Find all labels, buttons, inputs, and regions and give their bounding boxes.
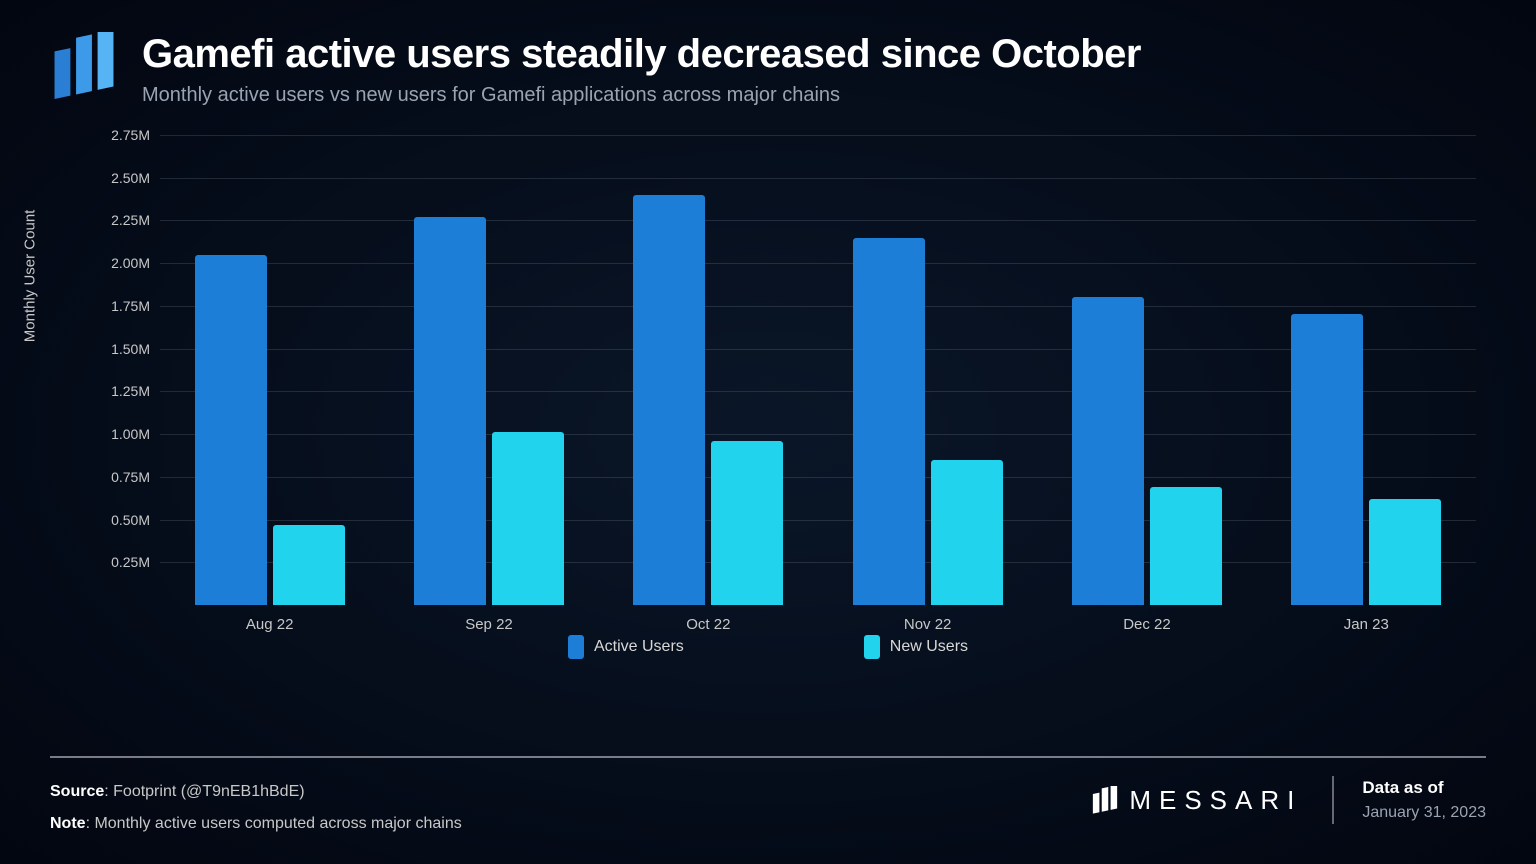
legend: Active Users New Users xyxy=(50,635,1486,659)
bar xyxy=(195,255,267,605)
bar xyxy=(1150,487,1222,605)
x-tick-label: Dec 22 xyxy=(1123,616,1171,633)
footer: Source: Footprint (@T9nEB1hBdE) Note: Mo… xyxy=(50,756,1486,840)
y-tick-label: 2.00M xyxy=(111,255,160,271)
bar xyxy=(1072,297,1144,605)
source-line: Source: Footprint (@T9nEB1hBdE) xyxy=(50,776,462,808)
bar xyxy=(931,460,1003,605)
y-tick-label: 0.25M xyxy=(111,554,160,570)
legend-label: Active Users xyxy=(594,638,684,656)
y-tick-label: 1.00M xyxy=(111,426,160,442)
data-as-of-label: Data as of xyxy=(1362,778,1486,798)
messari-logo-icon xyxy=(50,32,118,100)
bar-group: Dec 22 xyxy=(1037,135,1256,605)
x-tick-label: Nov 22 xyxy=(904,616,952,633)
bar-group: Jan 23 xyxy=(1257,135,1476,605)
bar xyxy=(1291,314,1363,605)
x-tick-label: Oct 22 xyxy=(686,616,730,633)
legend-swatch xyxy=(864,635,880,659)
legend-label: New Users xyxy=(890,638,968,656)
chart-title: Gamefi active users steadily decreased s… xyxy=(142,32,1141,76)
bar-group: Oct 22 xyxy=(599,135,818,605)
chart-subtitle: Monthly active users vs new users for Ga… xyxy=(142,84,1141,107)
brand: MESSARI xyxy=(1091,785,1302,816)
bar xyxy=(1369,499,1441,605)
legend-swatch xyxy=(568,635,584,659)
title-block: Gamefi active users steadily decreased s… xyxy=(142,32,1141,107)
y-tick-label: 2.75M xyxy=(111,127,160,143)
y-tick-label: 1.75M xyxy=(111,298,160,314)
messari-brand-icon xyxy=(1091,786,1119,814)
bar xyxy=(492,432,564,605)
y-tick-label: 0.75M xyxy=(111,469,160,485)
data-as-of: Data as of January 31, 2023 xyxy=(1332,776,1486,824)
data-as-of-value: January 31, 2023 xyxy=(1362,804,1486,822)
brand-text: MESSARI xyxy=(1129,785,1302,816)
bar xyxy=(414,217,486,605)
legend-item-active-users: Active Users xyxy=(568,635,684,659)
y-axis-label: Monthly User Count xyxy=(22,210,39,343)
y-tick-label: 1.50M xyxy=(111,341,160,357)
note-line: Note: Monthly active users computed acro… xyxy=(50,808,462,840)
bar xyxy=(273,525,345,605)
bar xyxy=(853,238,925,605)
bar xyxy=(711,441,783,605)
chart-area: Monthly User Count 0.25M0.50M0.75M1.00M1… xyxy=(50,135,1486,665)
y-tick-label: 1.25M xyxy=(111,383,160,399)
bar xyxy=(633,195,705,605)
bar-group: Aug 22 xyxy=(160,135,379,605)
footer-right: MESSARI Data as of January 31, 2023 xyxy=(1091,776,1486,824)
bar-group: Sep 22 xyxy=(379,135,598,605)
bars-container: Aug 22Sep 22Oct 22Nov 22Dec 22Jan 23 xyxy=(160,135,1476,605)
header: Gamefi active users steadily decreased s… xyxy=(0,0,1536,107)
bar-group: Nov 22 xyxy=(818,135,1037,605)
plot: 0.25M0.50M0.75M1.00M1.25M1.50M1.75M2.00M… xyxy=(160,135,1476,605)
y-tick-label: 0.50M xyxy=(111,512,160,528)
footer-left: Source: Footprint (@T9nEB1hBdE) Note: Mo… xyxy=(50,776,462,840)
y-tick-label: 2.50M xyxy=(111,170,160,186)
x-tick-label: Sep 22 xyxy=(465,616,513,633)
y-tick-label: 2.25M xyxy=(111,212,160,228)
legend-item-new-users: New Users xyxy=(864,635,968,659)
x-tick-label: Jan 23 xyxy=(1344,616,1389,633)
x-tick-label: Aug 22 xyxy=(246,616,294,633)
